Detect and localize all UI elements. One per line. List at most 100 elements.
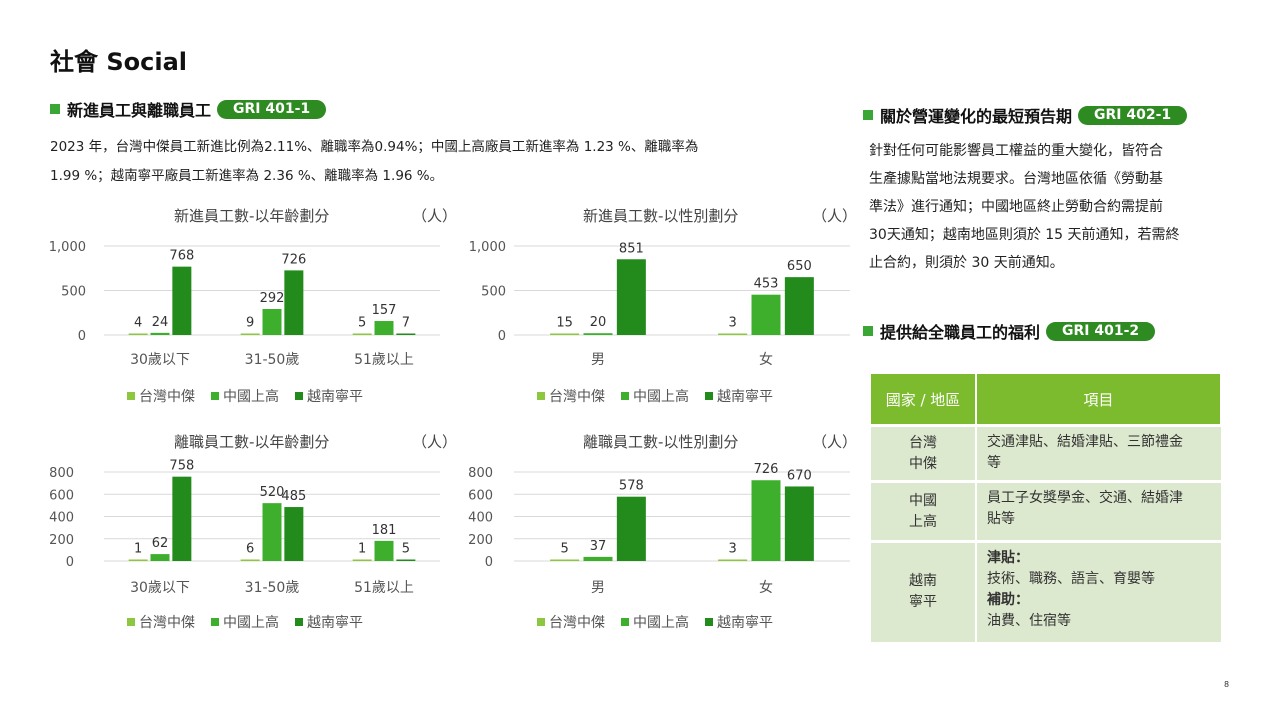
chart-4-legend: 台灣中傑 中國上高 越南寧平 bbox=[537, 612, 789, 632]
data-label: 5 bbox=[402, 542, 410, 557]
bar bbox=[128, 333, 148, 335]
section-marker-icon bbox=[50, 104, 60, 114]
data-label: 9 bbox=[246, 316, 254, 331]
bar bbox=[128, 559, 148, 561]
notice-line: 針對任何可能影響員工權益的重大變化，皆符合 bbox=[869, 143, 1163, 159]
y-tick-label: 600 bbox=[49, 488, 74, 503]
page-number: 8 bbox=[1224, 680, 1230, 689]
category-label: 男 bbox=[591, 580, 605, 596]
bar bbox=[284, 507, 304, 561]
data-label: 7 bbox=[402, 316, 410, 331]
chart-2-legend: 台灣中傑 中國上高 越南寧平 bbox=[537, 386, 789, 406]
legend-item-taiwan: 台灣中傑 bbox=[537, 386, 605, 406]
data-label: 37 bbox=[590, 539, 607, 554]
y-tick-label: 400 bbox=[49, 511, 74, 526]
table-row: 越南 寧平 津貼： 技術、職務、語言、育嬰等 補助： 油費、住宿等 bbox=[871, 540, 1221, 642]
bar bbox=[583, 333, 613, 335]
gri-402-1-badge: GRI 402-1 bbox=[1078, 105, 1188, 125]
bar bbox=[396, 333, 416, 335]
notice-line: 30天通知；越南地區則須於 15 天前通知，若需終 bbox=[869, 227, 1180, 243]
data-label: 5 bbox=[358, 316, 366, 331]
data-label: 485 bbox=[281, 489, 306, 504]
benefits-table: 國家 / 地區 項目 台灣 中傑 交通津貼、結婚津貼、三節禮金等 中國 上高 員工子… bbox=[871, 374, 1222, 642]
allowance-label: 津貼： bbox=[987, 550, 1029, 566]
legend-item-taiwan: 台灣中傑 bbox=[537, 612, 605, 632]
bar bbox=[550, 333, 580, 335]
bar bbox=[240, 333, 260, 335]
bar bbox=[374, 321, 394, 335]
legend-item-vietnam: 越南寧平 bbox=[705, 386, 773, 406]
region-cell: 中國 上高 bbox=[871, 480, 977, 542]
bar bbox=[784, 486, 814, 561]
legend-item-china: 中國上高 bbox=[211, 386, 279, 406]
data-label: 3 bbox=[729, 542, 737, 557]
page-title: 社會 Social bbox=[50, 48, 188, 76]
bar bbox=[751, 294, 781, 335]
col-header-region: 國家 / 地區 bbox=[871, 374, 977, 426]
bar bbox=[751, 480, 781, 561]
allowance-text: 技術、職務、語言、育嬰等 bbox=[987, 571, 1155, 587]
data-label: 4 bbox=[134, 316, 142, 331]
region-cell: 越南 寧平 bbox=[871, 540, 977, 642]
data-label: 3 bbox=[729, 316, 737, 331]
bar bbox=[172, 476, 192, 561]
bar bbox=[284, 270, 304, 335]
bar bbox=[172, 266, 192, 335]
bar bbox=[262, 309, 282, 335]
chart-4-title: 離職員工數-以性別劃分 bbox=[583, 433, 739, 451]
data-label: 578 bbox=[619, 479, 644, 494]
data-label: 851 bbox=[619, 241, 644, 256]
y-tick-label: 400 bbox=[468, 511, 493, 526]
legend-item-taiwan: 台灣中傑 bbox=[127, 612, 195, 632]
data-label: 1 bbox=[358, 542, 366, 557]
data-label: 453 bbox=[754, 277, 779, 292]
subsidy-text: 油費、住宿等 bbox=[987, 613, 1071, 629]
intro-line-2: 1.99 %；越南寧平廠員工新進率為 2.36 %、離職率為 1.96 %。 bbox=[50, 168, 444, 184]
chart-2-unit: （人） bbox=[812, 207, 858, 225]
bar bbox=[352, 559, 372, 561]
category-label: 51歲以上 bbox=[354, 580, 414, 596]
bar bbox=[396, 559, 416, 561]
bar bbox=[352, 333, 372, 335]
notice-text: 針對任何可能影響員工權益的重大變化，皆符合 生產據點當地法規要求。台灣地區依循《… bbox=[869, 137, 1214, 277]
section-marker-icon bbox=[863, 326, 873, 336]
col-header-items: 項目 bbox=[976, 374, 1222, 426]
notice-line: 止合約，則須於 30 天前通知。 bbox=[869, 255, 1064, 271]
y-tick-label: 0 bbox=[66, 555, 74, 570]
items-cell: 員工子女獎學金、交通、結婚津 貼等 bbox=[976, 480, 1221, 542]
y-tick-label: 500 bbox=[61, 285, 86, 300]
bar bbox=[784, 277, 814, 335]
bar bbox=[240, 559, 260, 561]
data-label: 292 bbox=[260, 291, 285, 306]
bar bbox=[374, 540, 394, 561]
chart-3-title: 離職員工數-以年齡劃分 bbox=[174, 433, 330, 451]
data-label: 670 bbox=[787, 468, 812, 483]
items-cell: 津貼： 技術、職務、語言、育嬰等 補助： 油費、住宿等 bbox=[976, 540, 1221, 642]
notice-line: 準法》進行通知；中國地區終止勞動合約需提前 bbox=[869, 199, 1163, 215]
notice-line: 生產據點當地法規要求。台灣地區依循《勞動基 bbox=[869, 171, 1163, 187]
benefits-section-heading: 提供給全職員工的福利 GRI 401-2 bbox=[863, 319, 1156, 343]
new-hire-intro: 2023 年，台灣中傑員工新進比例為2.11%、離職率為0.94%；中國上高廠員… bbox=[50, 133, 800, 191]
bar bbox=[150, 554, 170, 561]
y-tick-label: 1,000 bbox=[469, 240, 506, 255]
y-tick-label: 0 bbox=[78, 329, 86, 344]
bar bbox=[150, 332, 170, 335]
data-label: 726 bbox=[281, 252, 306, 267]
category-label: 30歲以下 bbox=[130, 580, 190, 596]
data-label: 758 bbox=[169, 459, 194, 474]
y-tick-label: 200 bbox=[468, 533, 493, 548]
category-label: 31-50歲 bbox=[245, 352, 300, 368]
bar bbox=[616, 496, 646, 561]
y-tick-label: 800 bbox=[49, 466, 74, 481]
category-label: 51歲以上 bbox=[354, 352, 414, 368]
chart-3-unit: （人） bbox=[412, 433, 458, 451]
bar bbox=[616, 259, 646, 335]
data-label: 15 bbox=[556, 316, 573, 331]
y-tick-label: 0 bbox=[485, 555, 493, 570]
data-label: 62 bbox=[152, 536, 169, 551]
data-label: 181 bbox=[372, 523, 397, 538]
new-hire-section-heading: 新進員工與離職員工 GRI 401-1 bbox=[50, 97, 327, 121]
